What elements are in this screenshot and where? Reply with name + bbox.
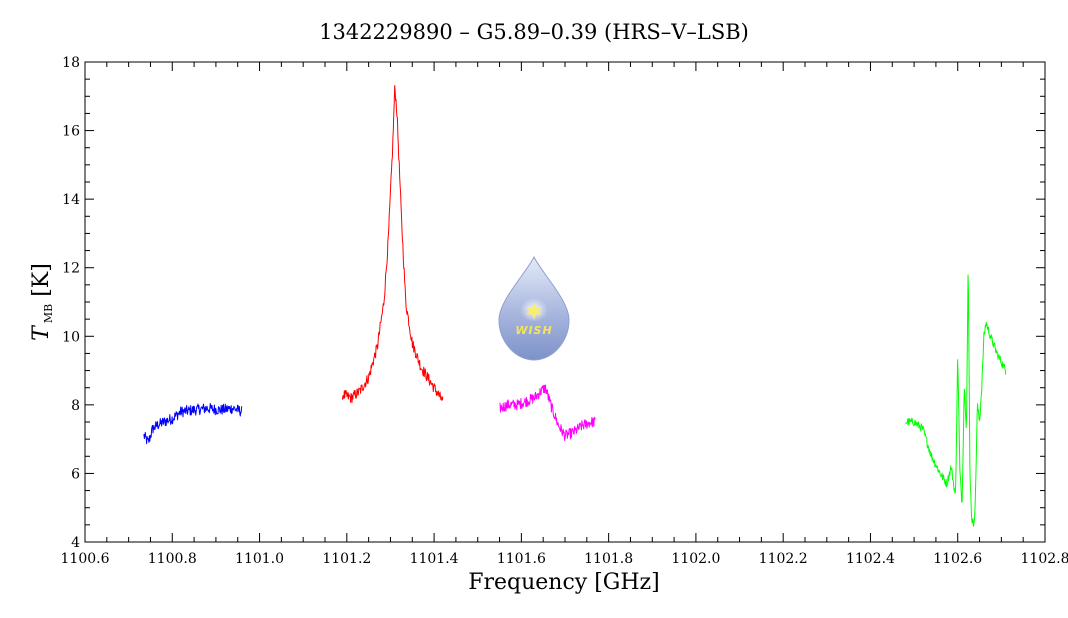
series-line-3: [499, 384, 596, 441]
wish-logo: WISH: [498, 255, 570, 361]
x-tick-label: 1100.8: [148, 551, 197, 567]
series-line-1: [143, 403, 243, 445]
wish-star-icon: [526, 302, 542, 320]
x-tick-label: 1101.4: [410, 551, 459, 567]
y-tick-label: 14: [62, 192, 80, 208]
x-tick-label: 1102.4: [846, 551, 895, 567]
series-line-2: [341, 84, 444, 404]
y-axis-label-unit: [K]: [29, 263, 54, 304]
y-tick-label: 12: [62, 261, 80, 277]
x-tick-label: 1101.8: [584, 551, 633, 567]
x-tick-label: 1102.6: [933, 551, 982, 567]
y-tick-label: 8: [71, 398, 80, 414]
y-axis-label: TMB [K]: [29, 263, 55, 341]
plot-series: [143, 84, 1007, 527]
x-tick-label: 1102.8: [1021, 551, 1068, 567]
y-tick-label: 16: [62, 124, 80, 140]
x-tick-label: 1101.2: [322, 551, 371, 567]
y-tick-label: 4: [71, 535, 80, 551]
x-tick-label: 1101.0: [235, 551, 284, 567]
y-axis-label-symbol: T: [29, 324, 54, 341]
x-tick-label: 1102.2: [759, 551, 808, 567]
x-tick-label: 1100.6: [61, 551, 110, 567]
x-tick-label: 1101.6: [497, 551, 546, 567]
chart-title: 1342229890 – G5.89–0.39 (HRS–V–LSB): [319, 20, 749, 44]
y-axis: 4 6 8 10 12 14 16 18: [62, 55, 1045, 551]
plot-frame: [84, 61, 1046, 543]
x-tick-label: 1102.0: [671, 551, 720, 567]
series-line-4: [905, 274, 1007, 527]
y-tick-label: 10: [62, 329, 80, 345]
wish-logo-text: WISH: [515, 324, 552, 337]
x-axis: 1100.6 1100.8 1101.0 1101.2 1101.4 1101.6 1101…: [61, 62, 1068, 567]
y-tick-label: 6: [71, 466, 80, 482]
y-tick-label: 18: [62, 55, 80, 71]
x-axis-label: Frequency [GHz]: [468, 570, 660, 595]
y-axis-label-subscript: MB: [42, 304, 55, 323]
